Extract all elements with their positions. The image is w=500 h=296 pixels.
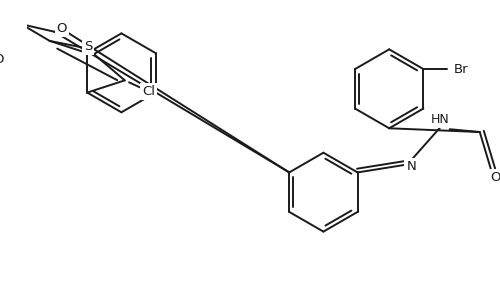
Text: O: O bbox=[56, 22, 67, 36]
Text: S: S bbox=[84, 40, 92, 53]
Text: O: O bbox=[0, 53, 4, 66]
Text: Cl: Cl bbox=[142, 85, 155, 98]
Text: HN: HN bbox=[431, 113, 450, 126]
Text: Br: Br bbox=[454, 62, 468, 75]
Text: N: N bbox=[406, 160, 416, 173]
Text: O: O bbox=[490, 170, 500, 184]
